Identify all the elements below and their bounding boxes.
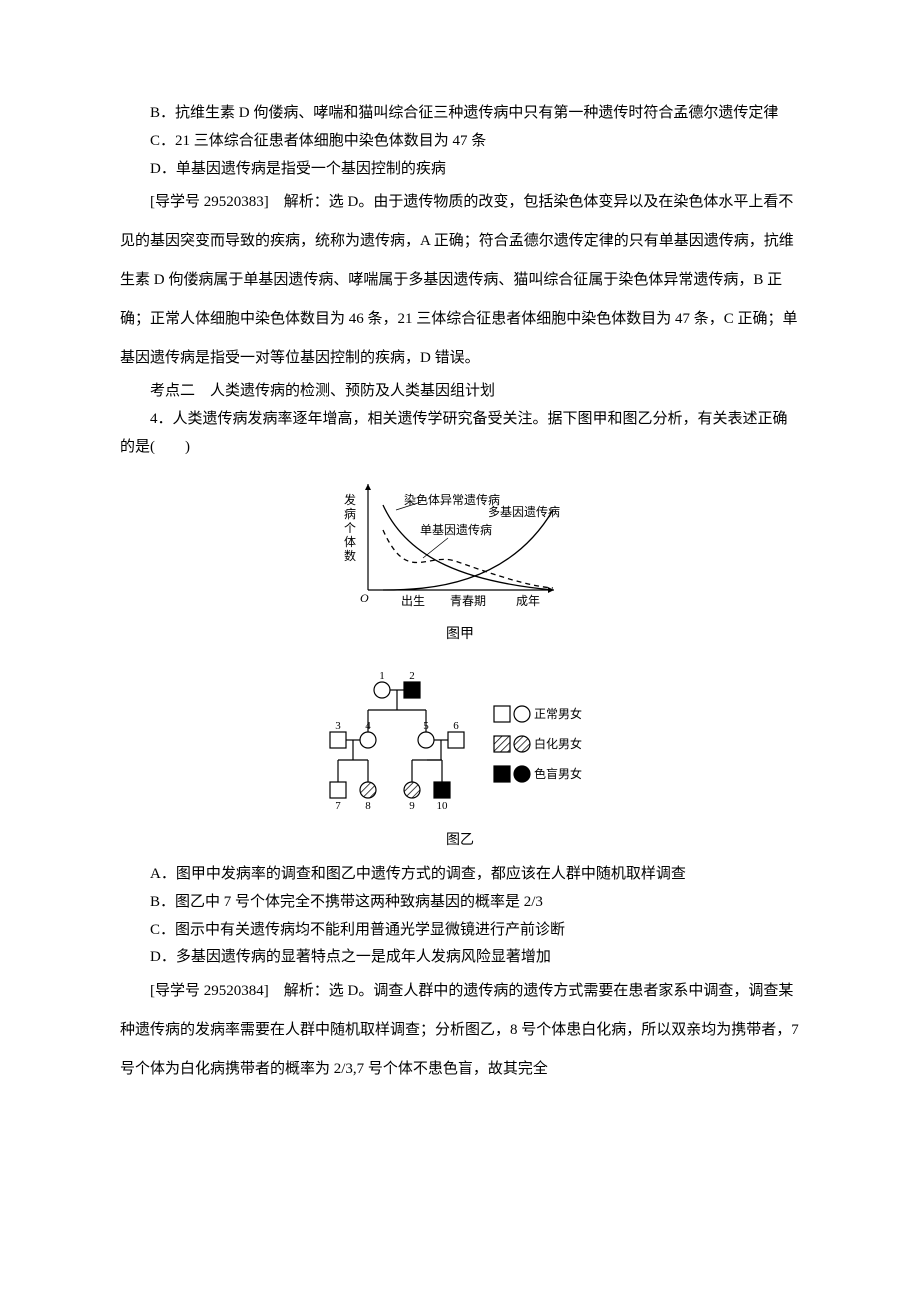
svg-text:4: 4 [365,720,371,732]
pedigree-yi: 1 2 3 4 5 6 7 8 9 10 正常男女白化男女色盲男女 [310,666,610,826]
svg-text:色盲男女: 色盲男女 [534,766,582,781]
figure-jia-caption: 图甲 [340,622,580,648]
svg-text:2: 2 [409,670,415,682]
svg-text:单基因遗传病: 单基因遗传病 [420,522,492,537]
svg-text:数: 数 [344,548,356,563]
q4-stem: 4．人类遗传病发病率逐年增高，相关遗传学研究备受关注。据下图甲和图乙分析，有关表… [120,406,800,462]
option-b-upper: B．抗维生素 D 佝偻病、哮喘和猫叫综合征三种遗传病中只有第一种遗传时符合孟德尔… [120,100,800,128]
q4-option-c: C．图示中有关遗传病均不能利用普通光学显微镜进行产前诊断 [120,917,800,945]
svg-text:白化男女: 白化男女 [534,736,582,751]
svg-text:10: 10 [437,800,449,812]
svg-text:7: 7 [335,800,341,812]
figure-yi-caption: 图乙 [310,828,610,854]
svg-text:9: 9 [409,800,415,812]
chart-jia: 发病个体数 O 出生 青春期 成年 染色体异常遗传病多基因遗传病单基因遗传病 [340,480,580,620]
svg-text:体: 体 [344,535,356,549]
svg-text:出生: 出生 [401,594,425,608]
option-d-upper: D．单基因遗传病是指受一个基因控制的疾病 [120,156,800,184]
explanation-2: [导学号 29520384] 解析：选 D。调查人群中的遗传病的遗传方式需要在患… [120,972,800,1089]
svg-text:青春期: 青春期 [450,594,486,608]
option-c-upper: C．21 三体综合征患者体细胞中染色体数目为 47 条 [120,128,800,156]
svg-text:正常男女: 正常男女 [534,706,582,721]
page-content: B．抗维生素 D 佝偻病、哮喘和猫叫综合征三种遗传病中只有第一种遗传时符合孟德尔… [0,0,920,1149]
q4-option-b: B．图乙中 7 号个体完全不携带这两种致病基因的概率是 2/3 [120,889,800,917]
svg-text:5: 5 [423,720,429,732]
explanation-1: [导学号 29520383] 解析：选 D。由于遗传物质的改变，包括染色体变异以… [120,183,800,378]
svg-text:染色体异常遗传病: 染色体异常遗传病 [404,492,500,507]
svg-text:成年: 成年 [516,594,540,608]
figure-jia-container: 发病个体数 O 出生 青春期 成年 染色体异常遗传病多基因遗传病单基因遗传病 图甲 [120,480,800,649]
q4-option-a: A．图甲中发病率的调查和图乙中遗传方式的调查，都应该在人群中随机取样调查 [120,861,800,889]
kaodian-2-heading: 考点二 人类遗传病的检测、预防及人类基因组计划 [120,378,800,406]
svg-text:8: 8 [365,800,371,812]
svg-text:病: 病 [344,506,356,521]
svg-text:个: 个 [344,521,356,535]
svg-text:O: O [360,591,369,605]
q4-option-d: D．多基因遗传病的显著特点之一是成年人发病风险显著增加 [120,944,800,972]
svg-text:6: 6 [453,720,459,732]
svg-text:1: 1 [379,670,385,682]
svg-text:3: 3 [335,720,341,732]
figure-yi-container: 1 2 3 4 5 6 7 8 9 10 正常男女白化男女色盲男女 图乙 [120,666,800,855]
svg-text:多基因遗传病: 多基因遗传病 [488,504,560,519]
svg-text:发: 发 [344,492,356,507]
